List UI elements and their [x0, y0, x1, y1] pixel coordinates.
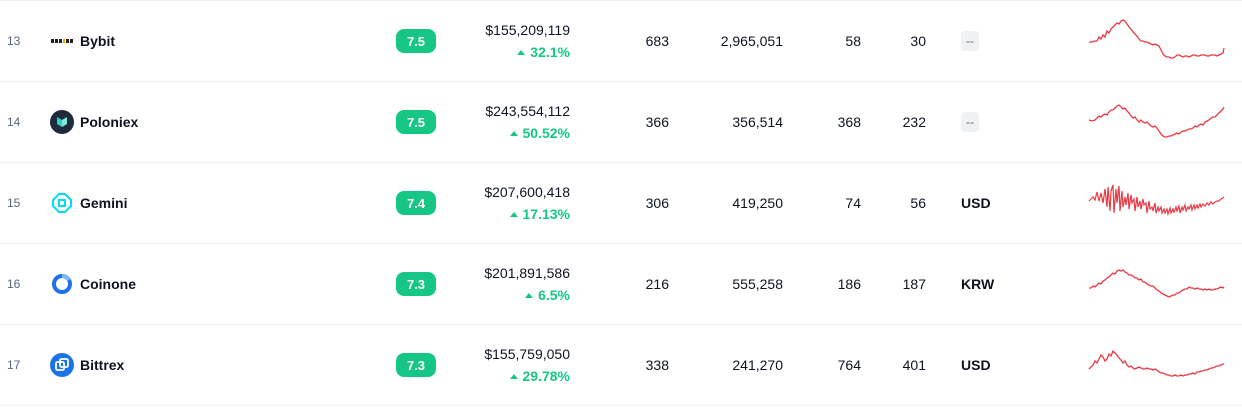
- fiat-cell: USD: [961, 325, 991, 405]
- coins-count: 368: [837, 114, 861, 130]
- table-row[interactable]: 14 Poloniex 7.5 $243,554,112 50.52% 366 …: [0, 82, 1242, 163]
- exchange-name-link[interactable]: Bybit: [50, 1, 115, 81]
- visits-count: 419,250: [732, 195, 783, 211]
- caret-up-icon: [509, 130, 518, 136]
- volume-change-value: 32.1%: [530, 44, 570, 60]
- score-cell: 7.3: [396, 244, 436, 324]
- score-cell: 7.5: [396, 1, 436, 81]
- volume-change-value: 17.13%: [522, 206, 570, 222]
- rank-number: 13: [7, 34, 21, 48]
- rank-number: 16: [7, 277, 21, 291]
- caret-up-icon: [509, 211, 518, 217]
- score-cell: 7.5: [396, 82, 436, 162]
- markets-count: 216: [645, 276, 669, 292]
- sparkline-chart: [1088, 244, 1226, 324]
- exchange-name: Bybit: [80, 33, 115, 49]
- volume-amount: $207,600,418: [484, 184, 570, 200]
- volume-cell: $155,759,050 29.78%: [484, 325, 570, 405]
- fiat-value: KRW: [961, 276, 995, 292]
- exchange-name: Coinone: [80, 276, 136, 292]
- poloniex-logo-icon: [50, 110, 74, 134]
- score-cell: 7.3: [396, 325, 436, 405]
- rank-number: 14: [7, 115, 21, 129]
- markets-count: 366: [645, 114, 669, 130]
- fiat-value: USD: [961, 357, 991, 373]
- volume-amount: $201,891,586: [484, 265, 570, 281]
- exchange-name: Poloniex: [80, 114, 139, 130]
- sparkline-chart: [1088, 325, 1226, 405]
- fiat-cell: KRW: [961, 244, 994, 324]
- coins-count: 764: [837, 357, 861, 373]
- score-badge: 7.5: [396, 110, 436, 134]
- exchange-name-link[interactable]: Coinone: [50, 244, 136, 324]
- table-row[interactable]: 17 Bittrex 7.3 $155,759,050 29.78% 338 2…: [0, 325, 1242, 406]
- coins-count: 186: [837, 276, 861, 292]
- fiat-value: --: [961, 112, 979, 132]
- score-cell: 7.4: [396, 163, 436, 243]
- exchange-name-link[interactable]: Bittrex: [50, 325, 124, 405]
- pairs-count: 401: [902, 357, 926, 373]
- bittrex-logo-icon: [50, 353, 74, 377]
- score-badge: 7.3: [396, 272, 436, 296]
- visits-count: 356,514: [732, 114, 783, 130]
- volume-change: 17.13%: [509, 204, 570, 224]
- pairs-count: 56: [910, 195, 926, 211]
- score-badge: 7.5: [396, 29, 436, 53]
- volume-change-value: 29.78%: [522, 368, 570, 384]
- coinone-logo-icon: [50, 272, 74, 296]
- volume-change: 32.1%: [517, 42, 570, 62]
- visits-count: 241,270: [732, 357, 783, 373]
- volume-change: 6.5%: [525, 285, 570, 305]
- exchange-name-link[interactable]: Gemini: [50, 163, 127, 243]
- exchange-name: Gemini: [80, 195, 128, 211]
- score-badge: 7.4: [396, 191, 436, 215]
- pairs-count: 232: [902, 114, 926, 130]
- volume-change-value: 50.52%: [522, 125, 570, 141]
- volume-cell: $243,554,112 50.52%: [485, 82, 570, 162]
- gemini-logo-icon: [50, 191, 74, 215]
- volume-amount: $155,209,119: [485, 22, 570, 38]
- fiat-cell: --: [961, 1, 979, 81]
- exchange-name: Bittrex: [80, 357, 125, 373]
- pairs-count: 187: [902, 276, 926, 292]
- table-row[interactable]: 16 Coinone 7.3 $201,891,586 6.5% 216 555…: [0, 244, 1242, 325]
- coins-count: 58: [845, 33, 861, 49]
- caret-up-icon: [517, 49, 526, 55]
- exchange-name-link[interactable]: Poloniex: [50, 82, 138, 162]
- coins-count: 74: [845, 195, 861, 211]
- volume-change-value: 6.5%: [538, 287, 570, 303]
- score-badge: 7.3: [396, 353, 436, 377]
- pairs-count: 30: [910, 33, 926, 49]
- volume-change: 29.78%: [509, 366, 570, 386]
- visits-count: 2,965,051: [720, 33, 783, 49]
- bybit-logo-icon: [50, 29, 74, 53]
- table-row[interactable]: 15 Gemini 7.4 $207,600,418 17.13% 306 41…: [0, 163, 1242, 244]
- markets-count: 683: [645, 33, 669, 49]
- caret-up-icon: [525, 292, 534, 298]
- markets-count: 306: [645, 195, 669, 211]
- caret-up-icon: [509, 373, 518, 379]
- volume-change: 50.52%: [509, 123, 570, 143]
- fiat-value: USD: [961, 195, 991, 211]
- sparkline-chart: [1088, 82, 1226, 162]
- sparkline-chart: [1088, 1, 1226, 81]
- volume-amount: $243,554,112: [485, 103, 570, 119]
- fiat-value: --: [961, 31, 979, 51]
- fiat-cell: USD: [961, 163, 991, 243]
- visits-count: 555,258: [732, 276, 783, 292]
- sparkline-chart: [1088, 163, 1226, 243]
- volume-cell: $201,891,586 6.5%: [484, 244, 570, 324]
- rank-number: 15: [7, 196, 21, 210]
- markets-count: 338: [645, 357, 669, 373]
- rank-number: 17: [7, 358, 21, 372]
- volume-amount: $155,759,050: [484, 346, 570, 362]
- volume-cell: $155,209,119 32.1%: [485, 1, 570, 81]
- table-row[interactable]: 13 Bybit 7.5 $155,209,119 32.1% 6: [0, 0, 1242, 82]
- fiat-cell: --: [961, 82, 979, 162]
- volume-cell: $207,600,418 17.13%: [484, 163, 570, 243]
